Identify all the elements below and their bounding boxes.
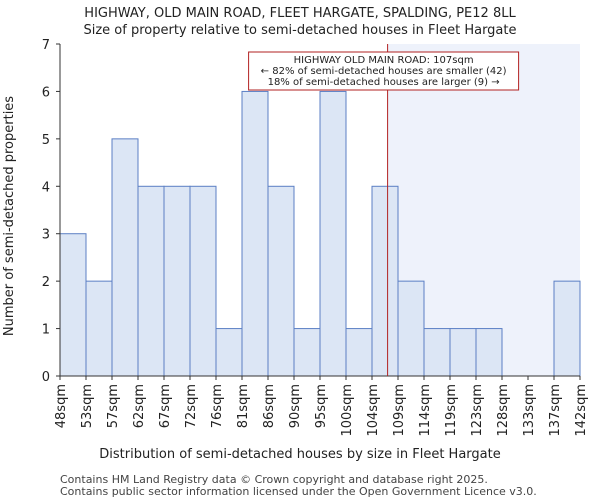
marker-annotation-box (248, 51, 520, 91)
bar-123sqm (475, 328, 503, 377)
x-tick-label-53sqm: 53sqm (80, 384, 95, 428)
y-tick-label: 7 (42, 38, 50, 53)
x-tick-label-100sqm: 100sqm (340, 384, 355, 437)
bar-86sqm (267, 185, 295, 377)
x-tick-label-48sqm: 48sqm (54, 384, 69, 428)
x-tick-label-95sqm: 95sqm (314, 384, 329, 428)
x-tick-label-86sqm: 86sqm (262, 384, 277, 428)
bar-72sqm (189, 185, 217, 377)
x-tick-label-133sqm: 133sqm (522, 384, 537, 437)
y-tick-label: 4 (42, 180, 50, 195)
bar-67sqm (163, 185, 191, 377)
chart-subtitle: Size of property relative to semi-detach… (83, 23, 516, 38)
y-axis-label: Number of semi-detached properties (2, 96, 17, 336)
marker-annotation-line: ← 82% of semi-detached houses are smalle… (261, 66, 507, 77)
y-tick-label: 6 (42, 85, 50, 100)
x-tick-label-128sqm: 128sqm (496, 384, 511, 437)
chart-title: HIGHWAY, OLD MAIN ROAD, FLEET HARGATE, S… (84, 6, 516, 21)
footer-copyright: Contains HM Land Registry data © Crown c… (60, 473, 488, 486)
x-tick-label-114sqm: 114sqm (418, 384, 433, 437)
bar-137sqm (553, 280, 581, 377)
bar-53sqm (85, 280, 113, 377)
y-tick-label: 3 (42, 228, 50, 243)
bar-48sqm (59, 233, 87, 377)
y-tick-label: 0 (42, 370, 50, 385)
bar-109sqm (397, 280, 425, 377)
bar-90sqm (293, 328, 321, 377)
x-tick-label-67sqm: 67sqm (158, 384, 173, 428)
bar-81sqm (241, 90, 269, 377)
x-tick-label-90sqm: 90sqm (288, 384, 303, 428)
x-tick-label-123sqm: 123sqm (470, 384, 485, 437)
x-tick-label-72sqm: 72sqm (184, 384, 199, 428)
bar-76sqm (215, 328, 243, 377)
bar-114sqm (423, 328, 451, 377)
y-tick-label: 5 (42, 133, 50, 148)
bar-104sqm (371, 185, 399, 377)
bar-95sqm (319, 90, 347, 377)
bar-119sqm (449, 328, 477, 377)
marker-annotation-line: 18% of semi-detached houses are larger (… (268, 77, 500, 88)
x-tick-label-76sqm: 76sqm (210, 384, 225, 428)
bar-57sqm (111, 138, 139, 377)
x-tick-label-81sqm: 81sqm (236, 384, 251, 428)
footer-licence: Contains public sector information licen… (60, 485, 537, 498)
bar-100sqm (345, 328, 373, 377)
x-tick-label-109sqm: 109sqm (392, 384, 407, 437)
x-axis-label: Distribution of semi-detached houses by … (99, 447, 500, 462)
x-tick-label-137sqm: 137sqm (548, 384, 563, 437)
x-tick-label-119sqm: 119sqm (444, 384, 459, 437)
x-tick-label-104sqm: 104sqm (366, 384, 381, 437)
marker-annotation-line: HIGHWAY OLD MAIN ROAD: 107sqm (294, 55, 474, 66)
x-tick-label-57sqm: 57sqm (106, 384, 121, 428)
x-tick-label-62sqm: 62sqm (132, 384, 147, 428)
y-tick-label: 1 (42, 323, 50, 338)
y-tick-label: 2 (42, 275, 50, 290)
bar-62sqm (137, 185, 165, 377)
x-tick-label-142sqm: 142sqm (574, 384, 589, 437)
